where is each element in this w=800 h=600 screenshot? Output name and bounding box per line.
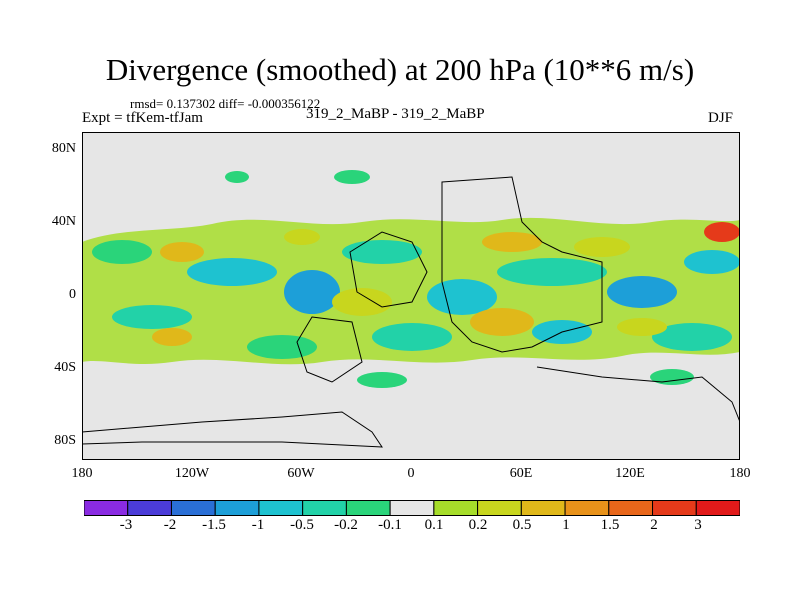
colorbar-label: 0.1 <box>424 517 444 533</box>
case-label: 319_2_MaBP - 319_2_MaBP <box>306 106 485 122</box>
colorbar-box <box>258 500 304 516</box>
colorbar-box <box>345 500 391 516</box>
continent-outlines <box>82 176 740 448</box>
x-tick-label: 120W <box>174 466 210 481</box>
x-tick-label: 120E <box>615 466 645 481</box>
colorbar-label: 1 <box>562 517 570 533</box>
colorbar-label: -3 <box>119 517 133 533</box>
colorbar-box <box>389 500 435 516</box>
colorbar-label: -1 <box>251 517 265 533</box>
colorbar-label: 0.2 <box>468 517 488 533</box>
y-tick-label: 80S <box>54 433 76 448</box>
colorbar-box <box>652 500 697 516</box>
divergence-field <box>82 170 740 388</box>
colorbar-box <box>127 500 172 516</box>
map-frame <box>82 132 740 460</box>
colorbar-box <box>477 500 522 516</box>
x-tick-label: 60E <box>509 466 533 481</box>
colorbar-box <box>84 500 129 516</box>
colorbar-label: 1.5 <box>600 517 620 533</box>
colorbar-label: 0.5 <box>512 517 532 533</box>
colorbar-label: -2 <box>163 517 177 533</box>
colorbar-box <box>695 500 740 516</box>
x-tick-label: 180 <box>71 466 93 481</box>
colorbar-box <box>564 500 610 516</box>
colorbar-label: 3 <box>694 517 702 533</box>
colorbar-box <box>214 500 260 516</box>
y-tick-label: 0 <box>69 287 76 302</box>
x-tick-label: 60W <box>287 466 315 481</box>
colorbar-label: -0.2 <box>334 517 358 533</box>
colorbar-label: -1.5 <box>202 517 226 533</box>
colorbar <box>84 500 740 516</box>
colorbar-label: -0.5 <box>290 517 314 533</box>
colorbar-box <box>608 500 654 516</box>
colorbar-label: -0.1 <box>378 517 402 533</box>
divergence-map <box>82 132 740 460</box>
y-tick-label: 80N <box>51 141 76 156</box>
experiment-label: Expt = tfKem-tfJam <box>82 110 203 126</box>
x-tick-label: 0 <box>407 466 415 481</box>
colorbar-label: 2 <box>650 517 658 533</box>
chart-title: Divergence (smoothed) at 200 hPa (10**6 … <box>105 52 695 87</box>
season-label: DJF <box>708 110 734 126</box>
y-tick-label: 40N <box>51 214 76 229</box>
colorbar-box <box>170 500 216 516</box>
y-tick-label: 40S <box>54 360 76 375</box>
stats-text: rmsd= 0.137302 diff= -0.000356122 <box>130 96 321 111</box>
colorbar-box <box>433 500 479 516</box>
colorbar-box <box>520 500 566 516</box>
colorbar-box <box>302 500 347 516</box>
x-tick-label: 180 <box>729 466 751 481</box>
